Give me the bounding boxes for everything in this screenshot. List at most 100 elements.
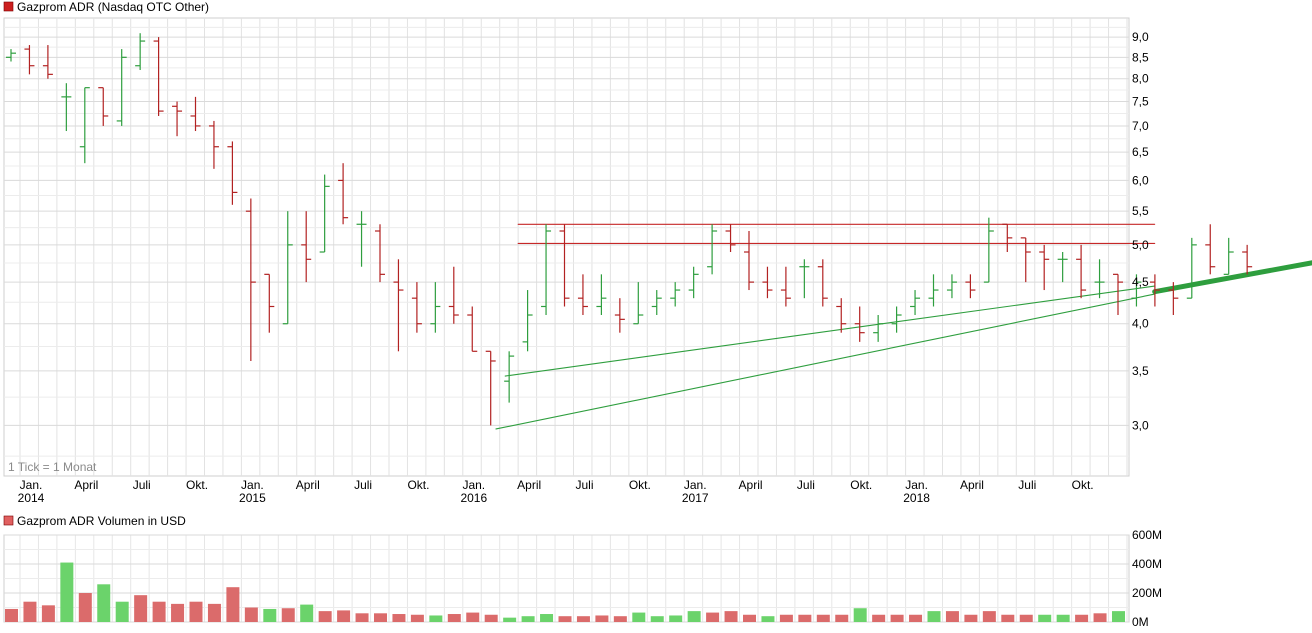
ohlc-bar xyxy=(780,266,791,307)
x-tick-label: April xyxy=(74,478,98,492)
volume-bar xyxy=(927,611,941,622)
ohlc-bar xyxy=(98,87,109,126)
volume-legend-swatch xyxy=(3,515,14,526)
ohlc-bar xyxy=(725,224,736,253)
price-plot-frame xyxy=(3,17,1130,477)
x-tick-label: April xyxy=(296,478,320,492)
volume-bar xyxy=(337,610,351,622)
ohlc-bar xyxy=(688,266,699,299)
volume-bar xyxy=(78,593,92,622)
ohlc-bar xyxy=(817,259,828,307)
ohlc-bar xyxy=(854,306,865,342)
ohlc-bar xyxy=(467,306,478,352)
x-tick-label: Juli xyxy=(797,478,815,492)
y-tick-label: 6,5 xyxy=(1132,145,1149,159)
ohlc-bar xyxy=(559,224,570,307)
volume-bar xyxy=(816,614,830,622)
ohlc-bar xyxy=(264,273,275,333)
volume-bar xyxy=(890,614,904,622)
ohlc-bar xyxy=(762,266,773,299)
volume-bar xyxy=(1075,614,1089,622)
ohlc-bar xyxy=(24,45,35,75)
ohlc-bar xyxy=(1020,237,1031,283)
ohlc-bar xyxy=(707,224,718,275)
volume-bar xyxy=(152,601,166,622)
x-tick-label: April xyxy=(739,478,763,492)
y-tick-label: 4,5 xyxy=(1132,275,1149,289)
ohlc-bar xyxy=(891,306,902,333)
volume-bar xyxy=(1112,611,1125,622)
volume-bar xyxy=(134,595,148,622)
volume-bar xyxy=(60,562,74,622)
y-tick-label: 4,0 xyxy=(1132,317,1149,331)
volume-bar xyxy=(392,614,406,622)
ohlc-bar xyxy=(522,290,533,352)
volume-bar xyxy=(484,614,498,622)
ohlc-bar xyxy=(79,87,90,164)
y-tick-label: 6,0 xyxy=(1132,173,1149,187)
ohlc-bar xyxy=(1076,244,1087,299)
x-tick-label: April xyxy=(960,478,984,492)
y-tick-label: 7,5 xyxy=(1132,95,1149,109)
ohlc-bar xyxy=(633,282,644,325)
volume-bar xyxy=(945,611,959,622)
ohlc-bar xyxy=(1002,223,1013,253)
x-tick-label: Jan. xyxy=(462,478,485,492)
y-tick-label: 5,5 xyxy=(1132,204,1149,218)
ohlc-bar xyxy=(1205,224,1216,275)
ohlc-bar xyxy=(61,83,72,132)
ohlc-bar xyxy=(338,163,349,225)
price-y-axis: 9,0 8,5 8,0 7,5 7,0 6,5 6,0 5,5 5,0 4,5 4,0 3,5 3,0 xyxy=(1132,30,1149,432)
ohlc-bar xyxy=(910,290,921,316)
x-tick-label: April xyxy=(517,478,541,492)
volume-bar xyxy=(724,611,738,622)
ohlc-bar xyxy=(1223,237,1234,275)
x-tick-label: Okt. xyxy=(1072,478,1094,492)
volume-grid xyxy=(3,534,1130,623)
ohlc-bar xyxy=(485,350,496,426)
ohlc-bar xyxy=(319,174,330,253)
volume-bar xyxy=(650,616,664,622)
ohlc-bar xyxy=(965,274,976,299)
ohlc-bar xyxy=(1113,273,1123,316)
ohlc-bar xyxy=(744,231,754,291)
price-legend-swatch xyxy=(3,1,14,12)
x-tick-year: 2015 xyxy=(239,491,266,505)
x-tick-year: 2018 xyxy=(903,491,930,505)
ohlc-bar xyxy=(799,259,810,299)
x-tick-year: 2017 xyxy=(682,491,709,505)
vol-y-tick-label: 400M xyxy=(1132,557,1162,571)
ohlc-bar xyxy=(448,266,459,324)
ohlc-bar xyxy=(873,315,884,342)
volume-bar xyxy=(207,603,221,622)
volume-bar xyxy=(503,617,517,622)
ohlc-bar xyxy=(928,274,939,307)
ohlc-bar xyxy=(208,120,219,169)
ohlc-bar xyxy=(596,274,607,316)
ohlc-bar xyxy=(946,274,957,299)
trend-line xyxy=(504,285,1156,377)
volume-bar xyxy=(779,614,793,622)
ohlc-bar xyxy=(504,351,515,403)
volume-bar xyxy=(595,615,609,622)
volume-bar xyxy=(1001,614,1015,622)
volume-bar xyxy=(263,608,277,622)
volume-bar xyxy=(244,607,258,622)
tick-note: 1 Tick = 1 Monat xyxy=(8,460,97,474)
y-tick-label: 3,5 xyxy=(1132,364,1149,378)
volume-bar xyxy=(687,611,701,622)
volume-bar xyxy=(761,616,775,622)
ohlc-bar xyxy=(227,141,238,205)
x-tick-label: Jan. xyxy=(20,478,43,492)
ohlc-bar xyxy=(1149,274,1160,307)
ohlc-bar xyxy=(1131,274,1142,307)
price-chart-title: Gazprom ADR (Nasdaq OTC Other) xyxy=(17,0,209,14)
volume-bars xyxy=(5,562,1125,622)
ohlc-bar xyxy=(282,211,293,325)
volume-bar xyxy=(226,587,240,622)
ohlc-bar xyxy=(42,45,53,79)
volume-bar xyxy=(374,613,387,622)
ohlc-bar xyxy=(670,282,681,307)
x-tick-label: Juli xyxy=(133,478,151,492)
